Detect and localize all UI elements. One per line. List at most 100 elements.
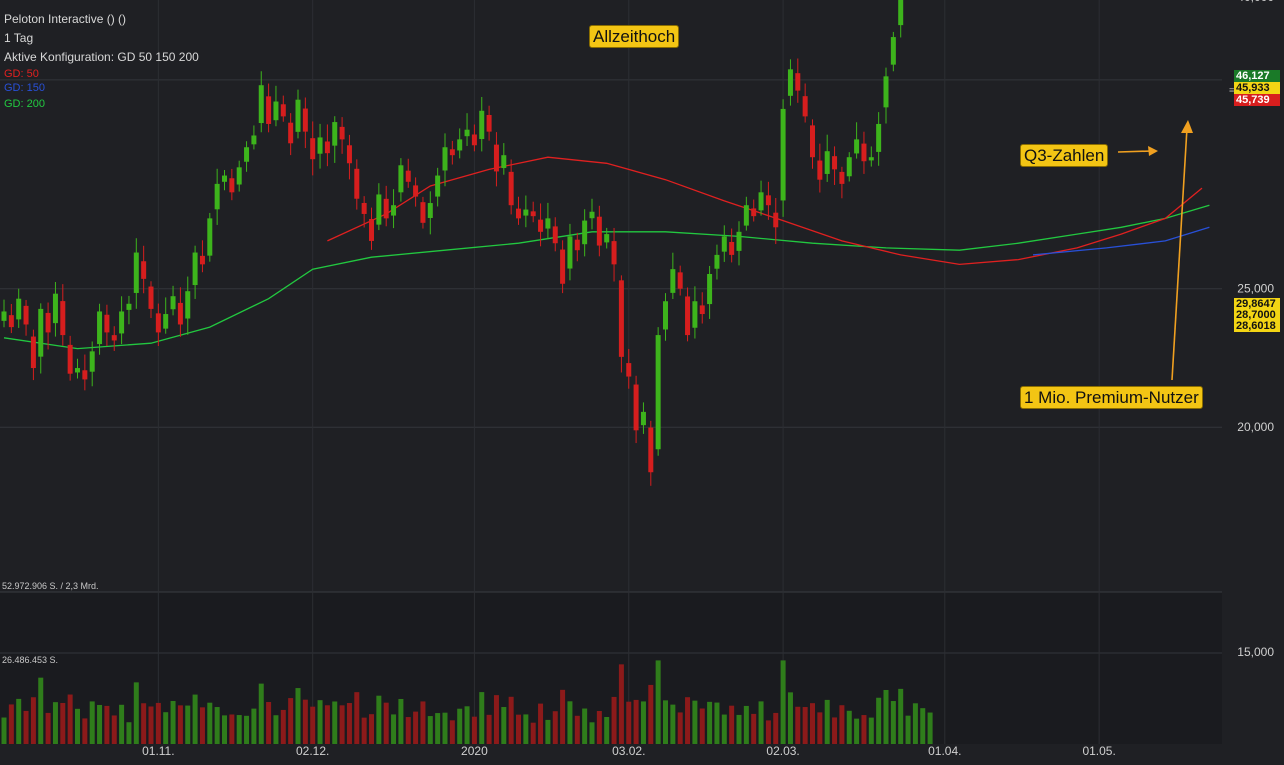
candle-body: [442, 147, 448, 171]
candle-body: [743, 205, 749, 226]
volume-bar: [251, 708, 257, 744]
volume-bar: [369, 714, 374, 744]
volume-bar: [802, 707, 808, 744]
candle-body: [288, 122, 294, 144]
candle-body: [185, 291, 191, 319]
volume-bar: [464, 706, 470, 744]
candle-body: [273, 101, 279, 121]
candle-body: [383, 198, 389, 219]
volume-bar: [8, 704, 14, 744]
candle-body: [486, 114, 492, 132]
volume-bar: [538, 703, 544, 744]
candle-body: [207, 218, 213, 256]
volume-bar: [361, 717, 367, 744]
x-tick-label: 01.11.: [142, 744, 174, 758]
candle-body: [538, 219, 544, 232]
volume-bar: [67, 694, 73, 744]
volume-bar: [16, 698, 22, 744]
candle-body: [67, 344, 73, 374]
volume-bar: [626, 701, 632, 744]
callout-q3-zahlen: Q3-Zahlen: [1020, 144, 1109, 167]
candle-body: [420, 202, 426, 223]
candle-body: [427, 203, 433, 218]
candle-body: [60, 301, 66, 336]
volume-bar: [244, 715, 250, 744]
price-tag-gd200: 28,6018: [1234, 320, 1280, 332]
volume-bar: [97, 704, 103, 744]
price-tag-last: 45,933: [1234, 82, 1280, 94]
volume-bar: [839, 705, 845, 744]
candle-body: [317, 137, 323, 154]
volume-bar: [773, 712, 779, 744]
volume-bar: [317, 700, 323, 744]
candle-body: [354, 168, 360, 199]
volume-bar: [846, 710, 852, 744]
volume-bar: [273, 715, 279, 744]
candle-body: [199, 255, 205, 265]
candle-body: [545, 218, 551, 229]
candle-body: [699, 305, 705, 315]
volume-bar: [442, 712, 448, 744]
axis-marker: ≡: [1229, 85, 1234, 95]
candle-body: [361, 202, 367, 214]
volume-bar: [288, 698, 294, 744]
volume-bar: [611, 696, 617, 744]
candle-body: [655, 335, 661, 450]
candle-body: [758, 192, 764, 211]
volume-bar: [876, 697, 882, 744]
volume-bar: [810, 703, 815, 744]
volume-bar: [729, 705, 735, 744]
candle-body: [765, 195, 771, 206]
candle-body: [104, 314, 110, 333]
candle-body: [229, 178, 235, 193]
volume-bar: [354, 692, 360, 744]
candle-body: [802, 96, 808, 117]
volume-bar: [567, 701, 573, 744]
candle-body: [324, 141, 330, 154]
candle-body: [23, 305, 29, 325]
candle-body: [310, 138, 316, 160]
candle-body: [714, 254, 720, 269]
volume-bar: [229, 714, 235, 744]
volume-bar: [493, 695, 499, 744]
arrow-premium-line: [1171, 127, 1188, 381]
candle-body: [854, 139, 860, 154]
candle-body: [552, 226, 558, 244]
volume-bar: [560, 689, 566, 744]
volume-bar: [89, 701, 95, 744]
volume-bar: [516, 714, 521, 744]
candle-body: [52, 293, 58, 324]
candle-body: [30, 336, 36, 369]
volume-bar: [905, 715, 911, 744]
candle-body: [787, 69, 793, 96]
volume-bar: [185, 705, 191, 744]
candle-body: [192, 252, 198, 286]
candle-body: [560, 249, 566, 284]
x-tick-label: 01.05.: [1082, 744, 1115, 758]
volume-bar: [23, 710, 29, 744]
candle-body: [582, 220, 588, 245]
candle-body: [876, 123, 882, 152]
volume-bar: [75, 708, 80, 744]
volume-bar: [177, 705, 183, 744]
candle-body: [596, 216, 602, 246]
ma-line-gd-150: [1032, 226, 1210, 256]
chart-title: Peloton Interactive () (): [4, 12, 127, 26]
candle-body: [464, 129, 470, 137]
candle-body: [398, 165, 404, 193]
volume-bar: [413, 711, 419, 744]
volume-bar: [52, 702, 58, 744]
candle-body: [170, 296, 176, 310]
candle-body: [471, 134, 477, 146]
callout-premium-nutzer: 1 Mio. Premium-Nutzer: [1020, 386, 1203, 409]
volume-bar: [427, 716, 433, 744]
volume-bar: [920, 708, 926, 744]
volume-bar: [45, 712, 51, 744]
volume-bar: [582, 708, 588, 744]
candle-body: [163, 314, 169, 329]
candle-body: [721, 236, 727, 252]
candle-body: [567, 236, 573, 269]
volume-bar: [743, 705, 749, 744]
volume-bar: [604, 716, 610, 744]
